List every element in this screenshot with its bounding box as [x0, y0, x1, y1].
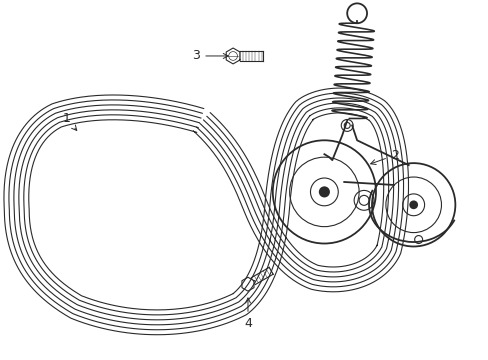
- Text: 2: 2: [370, 149, 398, 165]
- Circle shape: [408, 201, 417, 209]
- Text: 3: 3: [192, 49, 228, 63]
- Text: 4: 4: [244, 298, 251, 330]
- Circle shape: [318, 186, 329, 198]
- Text: 1: 1: [62, 112, 77, 130]
